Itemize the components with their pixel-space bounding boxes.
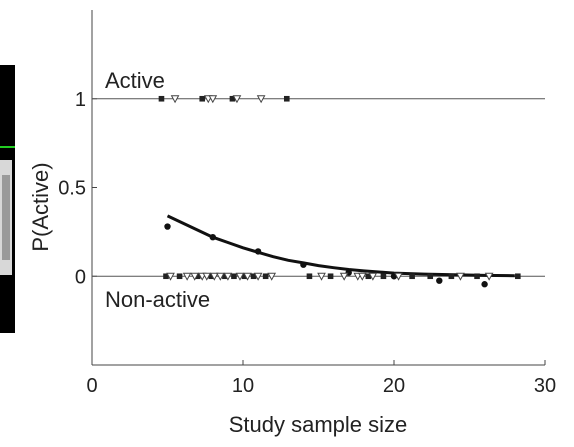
point-square [380, 273, 387, 280]
x-tick-label: 0 [86, 375, 97, 397]
x-tick-label: 20 [383, 375, 405, 397]
x-axis-label: Study sample size [229, 412, 408, 437]
y-tick-label: 0.5 [58, 178, 86, 200]
point-square [250, 273, 257, 280]
fit-curve [166, 214, 515, 278]
point-square [448, 273, 455, 280]
point-square [262, 273, 269, 280]
point-square [515, 273, 521, 280]
point-circle [481, 281, 488, 288]
point-square [409, 273, 415, 280]
point-triangle [368, 272, 378, 281]
point-triangle [317, 272, 326, 281]
fit-curve-group [166, 214, 515, 278]
point-square [199, 95, 206, 102]
y-tick-label: 1 [75, 89, 86, 111]
point-triangle [216, 272, 225, 281]
point-triangle [223, 272, 233, 281]
point-triangle [202, 272, 212, 281]
point-triangle [267, 272, 277, 281]
point-square [158, 95, 165, 102]
x-tick-label: 30 [534, 375, 556, 397]
annotation-non-active: Non-active [105, 287, 210, 312]
tick-labels: 0 10 20 30 0 0.5 1 [58, 89, 556, 397]
y-tick-label: 0 [75, 266, 86, 288]
point-circle [436, 277, 443, 284]
point-circle [164, 223, 171, 230]
point-square [231, 273, 237, 280]
point-square [176, 273, 183, 280]
point-triangle [394, 272, 403, 281]
point-square [163, 273, 169, 280]
point-square [474, 273, 480, 280]
point-square [229, 95, 236, 102]
point-triangle [182, 272, 192, 281]
point-triangle [339, 272, 349, 281]
point-triangle [253, 272, 263, 281]
point-circle [254, 248, 262, 255]
annotation-active: Active [105, 68, 165, 93]
point-square [222, 273, 228, 280]
data-points [158, 95, 521, 288]
point-square [306, 273, 313, 280]
point-triangle [243, 272, 252, 281]
point-square [427, 273, 434, 280]
point-triangle [235, 272, 245, 281]
point-square [194, 273, 201, 280]
point-triangle [190, 272, 200, 281]
y-axis-label: P(Active) [28, 162, 53, 251]
point-triangle [232, 95, 242, 104]
point-square [327, 273, 334, 280]
point-triangle [357, 272, 367, 281]
point-triangle [209, 272, 219, 281]
point-triangle [484, 272, 494, 281]
point-circle [209, 234, 216, 241]
point-triangle [256, 95, 266, 104]
point-triangle [170, 95, 180, 104]
point-square [241, 273, 248, 280]
point-square [365, 273, 372, 280]
thumbnail-strip [0, 65, 15, 333]
reference-lines [92, 98, 545, 277]
point-triangle [166, 272, 175, 281]
point-square [283, 95, 290, 102]
point-circle [300, 261, 307, 268]
point-triangle [456, 272, 465, 281]
point-triangle [208, 95, 218, 104]
point-square [208, 273, 215, 280]
x-tick-label: 10 [232, 375, 254, 397]
